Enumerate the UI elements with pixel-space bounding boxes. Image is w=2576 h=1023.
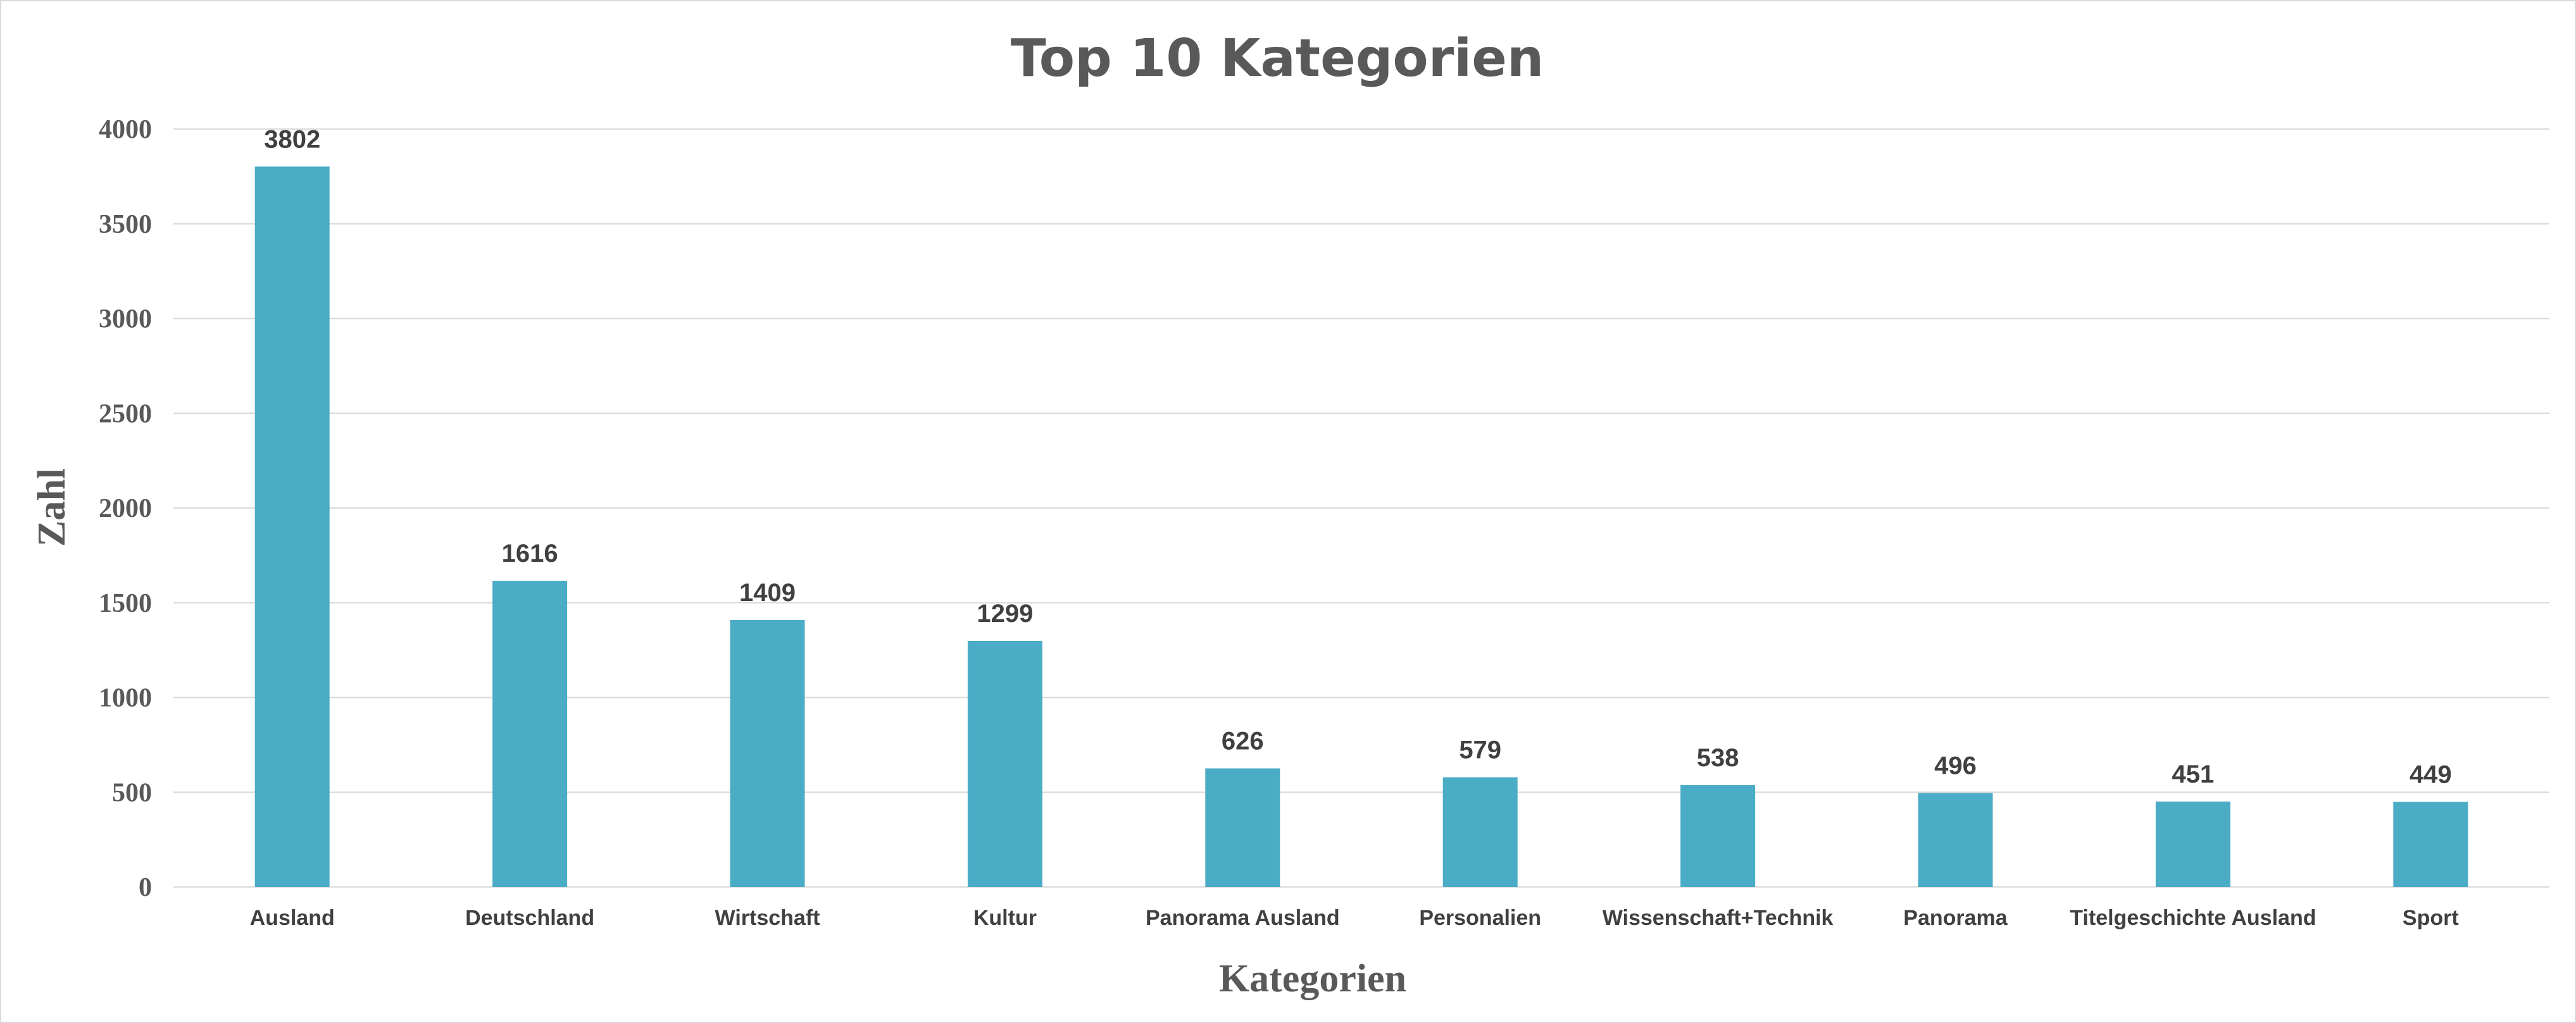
y-tick-label: 4000: [99, 115, 152, 144]
data-label: 1616: [502, 540, 558, 567]
x-tick-label: Wissenschaft+Technik: [1603, 906, 1834, 930]
data-labels: 3802 1616 1409 1299 626 579 538 496 451 449: [264, 125, 2451, 788]
data-label: 1409: [739, 579, 796, 607]
y-tick-label: 3500: [99, 210, 152, 239]
x-tick-label: Ausland: [250, 906, 335, 930]
x-tick-label: Personalien: [1419, 906, 1541, 930]
data-label: 451: [2172, 760, 2215, 788]
bar: [1205, 768, 1280, 887]
bar: [254, 166, 330, 887]
data-label: 449: [2410, 761, 2452, 789]
data-label: 626: [1222, 728, 1264, 755]
x-tick-label: Kultur: [973, 906, 1037, 930]
bar: [1680, 784, 1756, 887]
bar: [1918, 793, 1993, 887]
bar: [492, 581, 568, 887]
x-tick-label: Wirtschaft: [715, 906, 820, 930]
x-tick-label: Panorama Ausland: [1146, 906, 1340, 930]
y-tick-label: 1000: [99, 684, 152, 713]
y-tick-label: 2000: [99, 494, 152, 523]
data-label: 3802: [264, 125, 320, 153]
y-tick-label: 3000: [99, 305, 152, 334]
bar: [967, 640, 1042, 887]
bar: [2393, 802, 2468, 887]
x-axis-ticks: Ausland Deutschland Wirtschaft Kultur Panora…: [250, 906, 2459, 930]
data-label: 538: [1697, 744, 1739, 772]
x-tick-label: Panorama: [1903, 906, 2008, 930]
chart-title: Top 10 Kategorien: [1011, 28, 1544, 89]
y-axis-title: Zahl: [30, 468, 73, 547]
y-tick-label: 0: [139, 873, 152, 902]
bar: [1442, 777, 1518, 887]
y-tick-label: 500: [112, 778, 152, 807]
data-label: 579: [1459, 736, 1501, 764]
x-tick-label: Sport: [2403, 906, 2459, 930]
y-tick-label: 1500: [99, 589, 152, 618]
x-tick-label: Titelgeschichte Ausland: [2070, 906, 2316, 930]
data-label: 1299: [977, 600, 1033, 628]
data-label: 496: [1934, 752, 1977, 779]
x-axis-title: Kategorien: [1219, 957, 1406, 1000]
y-axis-ticks: 0 500 1000 1500 2000 2500 3000 3500 4000: [99, 115, 152, 902]
x-tick-label: Deutschland: [465, 906, 594, 930]
y-tick-label: 2500: [99, 399, 152, 428]
gridlines: [173, 128, 2549, 888]
bars: [254, 166, 2468, 887]
bar: [2155, 801, 2230, 887]
bar: [730, 620, 805, 887]
